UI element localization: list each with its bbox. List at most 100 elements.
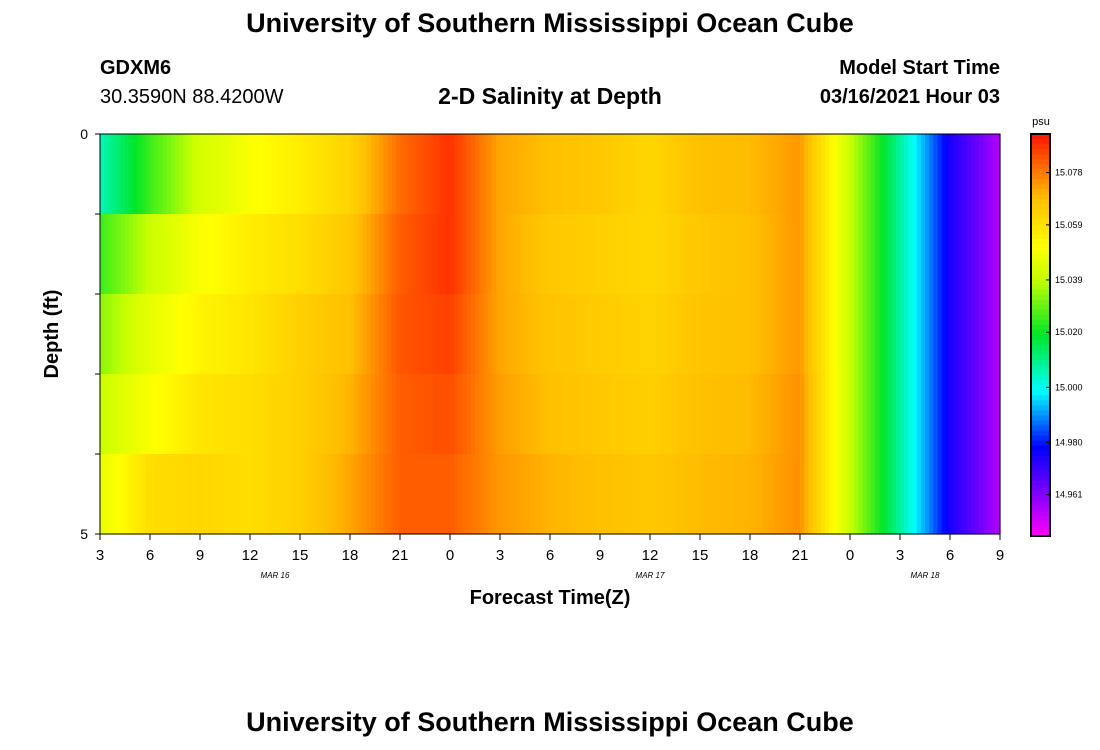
heatmap-cell xyxy=(562,294,568,375)
heatmap-cell xyxy=(370,374,376,455)
heatmap-cell xyxy=(416,374,422,455)
colorbar-segment xyxy=(1031,475,1050,482)
heatmap-cell xyxy=(200,214,205,295)
heatmap-cell xyxy=(650,374,655,455)
heatmap-cell xyxy=(616,214,622,295)
heatmap-cell xyxy=(937,134,943,215)
heatmap-cell xyxy=(737,214,743,295)
colorbar-segment xyxy=(1031,370,1050,376)
heatmap-cell xyxy=(654,294,659,375)
heatmap-cell xyxy=(758,134,764,215)
heatmap-cell xyxy=(270,294,276,375)
heatmap-cell xyxy=(975,134,980,215)
heatmap-cell xyxy=(579,294,584,375)
heatmap-cell xyxy=(150,294,155,375)
heatmap-cell xyxy=(866,454,872,535)
station-id: GDXM6 xyxy=(100,57,172,79)
heatmap-cell xyxy=(362,374,368,455)
heatmap-cell xyxy=(358,374,364,455)
heatmap-cell xyxy=(350,294,355,375)
heatmap-cell xyxy=(341,134,347,215)
heatmap-cell xyxy=(595,134,601,215)
heatmap-cell xyxy=(162,294,168,375)
heatmap-cell xyxy=(112,214,118,295)
heatmap-cell xyxy=(329,214,334,295)
heatmap-cell xyxy=(283,294,289,375)
heatmap-cell xyxy=(333,214,339,295)
heatmap-cell xyxy=(483,294,489,375)
heatmap-cell xyxy=(120,454,126,535)
heatmap-cell xyxy=(854,374,859,455)
colorbar-segment xyxy=(1031,269,1050,276)
heatmap-cell xyxy=(262,374,268,455)
heatmap-cell xyxy=(441,214,447,295)
heatmap-cell xyxy=(733,214,739,295)
heatmap-cell xyxy=(145,214,151,295)
heatmap-cell xyxy=(641,454,647,535)
heatmap-cell xyxy=(691,374,697,455)
heatmap-cell xyxy=(166,294,172,375)
heatmap-cell xyxy=(987,214,993,295)
heatmap-cell xyxy=(816,294,822,375)
heatmap-cell xyxy=(608,374,614,455)
heatmap-cell xyxy=(550,134,555,215)
heatmap-cell xyxy=(187,134,193,215)
heatmap-cell xyxy=(750,294,755,375)
heatmap-cell xyxy=(666,374,672,455)
heatmap-cell xyxy=(783,214,789,295)
heatmap-cell xyxy=(945,294,951,375)
colorbar-segment xyxy=(1031,214,1050,221)
colorbar-segment xyxy=(1031,380,1050,386)
heatmap-cell xyxy=(233,134,239,215)
heatmap-cell xyxy=(158,294,164,375)
colorbar-segment xyxy=(1031,480,1050,487)
heatmap-cell xyxy=(225,374,230,455)
heatmap-cell xyxy=(229,454,234,535)
heatmap-cell xyxy=(895,134,901,215)
heatmap-cell xyxy=(937,294,943,375)
heatmap-cell xyxy=(700,454,705,535)
heatmap-cell xyxy=(904,374,909,455)
heatmap-cell xyxy=(354,454,359,535)
heatmap-cell xyxy=(966,374,972,455)
heatmap-cell xyxy=(516,294,522,375)
heatmap-cell xyxy=(879,294,884,375)
heatmap-cell xyxy=(141,294,147,375)
colorbar-segment xyxy=(1031,425,1050,432)
heatmap-cell xyxy=(475,214,480,295)
heatmap-cell xyxy=(129,134,134,215)
heatmap-cell xyxy=(491,454,497,535)
heatmap-cell xyxy=(850,134,855,215)
heatmap-cell xyxy=(566,374,572,455)
heatmap-cell xyxy=(441,294,447,375)
heatmap-cell xyxy=(904,214,909,295)
heatmap-cell xyxy=(458,294,464,375)
heatmap-cell xyxy=(758,374,764,455)
heatmap-cell xyxy=(829,454,834,535)
heatmap-cell xyxy=(229,374,234,455)
heatmap-cell xyxy=(650,134,655,215)
heatmap-cell xyxy=(912,294,918,375)
heatmap-cell xyxy=(791,134,797,215)
heatmap-cell xyxy=(933,214,939,295)
heatmap-cell xyxy=(300,294,305,375)
x-tick-label: 9 xyxy=(596,547,604,564)
heatmap-cell xyxy=(808,454,814,535)
heatmap-cell xyxy=(675,134,680,215)
heatmap-cell xyxy=(966,134,972,215)
heatmap-cell xyxy=(404,134,409,215)
heatmap-cell xyxy=(350,374,355,455)
heatmap-cell xyxy=(766,134,772,215)
chart-subtitle: 2-D Salinity at Depth xyxy=(438,83,662,109)
heatmap-cell xyxy=(437,214,443,295)
heatmap-cell xyxy=(295,374,301,455)
heatmap-cell xyxy=(437,134,443,215)
heatmap-cell xyxy=(462,454,468,535)
heatmap-cell xyxy=(658,134,664,215)
heatmap-cell xyxy=(179,214,184,295)
heatmap-cell xyxy=(254,214,259,295)
heatmap-cell xyxy=(966,454,972,535)
heatmap-cell xyxy=(270,454,276,535)
heatmap-cell xyxy=(900,374,905,455)
heatmap-cell xyxy=(225,294,230,375)
